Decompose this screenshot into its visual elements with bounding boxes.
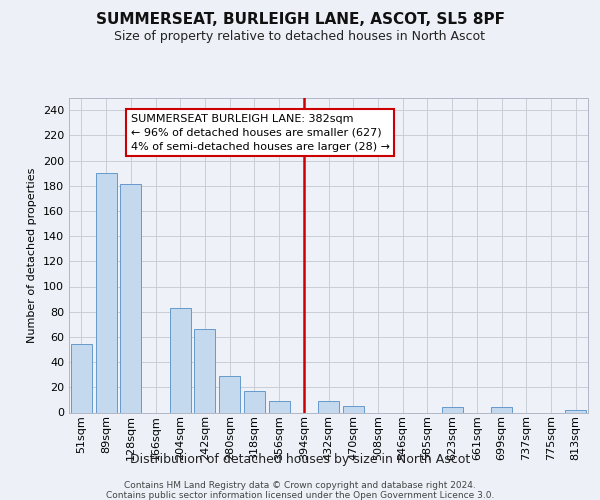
Bar bbox=[269, 401, 290, 412]
Text: SUMMERSEAT BURLEIGH LANE: 382sqm
← 96% of detached houses are smaller (627)
4% o: SUMMERSEAT BURLEIGH LANE: 382sqm ← 96% o… bbox=[131, 114, 390, 152]
Bar bbox=[170, 308, 191, 412]
Text: Contains HM Land Registry data © Crown copyright and database right 2024.: Contains HM Land Registry data © Crown c… bbox=[124, 481, 476, 490]
Bar bbox=[95, 173, 116, 412]
Text: Contains public sector information licensed under the Open Government Licence 3.: Contains public sector information licen… bbox=[106, 491, 494, 500]
Bar bbox=[120, 184, 141, 412]
Bar bbox=[244, 391, 265, 412]
Text: Size of property relative to detached houses in North Ascot: Size of property relative to detached ho… bbox=[115, 30, 485, 43]
Bar bbox=[491, 408, 512, 412]
Bar bbox=[71, 344, 92, 412]
Bar bbox=[343, 406, 364, 412]
Bar bbox=[219, 376, 240, 412]
Bar bbox=[318, 401, 339, 412]
Y-axis label: Number of detached properties: Number of detached properties bbox=[28, 168, 37, 342]
Bar bbox=[194, 330, 215, 412]
Bar bbox=[442, 408, 463, 412]
Bar bbox=[565, 410, 586, 412]
Text: SUMMERSEAT, BURLEIGH LANE, ASCOT, SL5 8PF: SUMMERSEAT, BURLEIGH LANE, ASCOT, SL5 8P… bbox=[95, 12, 505, 28]
Text: Distribution of detached houses by size in North Ascot: Distribution of detached houses by size … bbox=[130, 452, 470, 466]
